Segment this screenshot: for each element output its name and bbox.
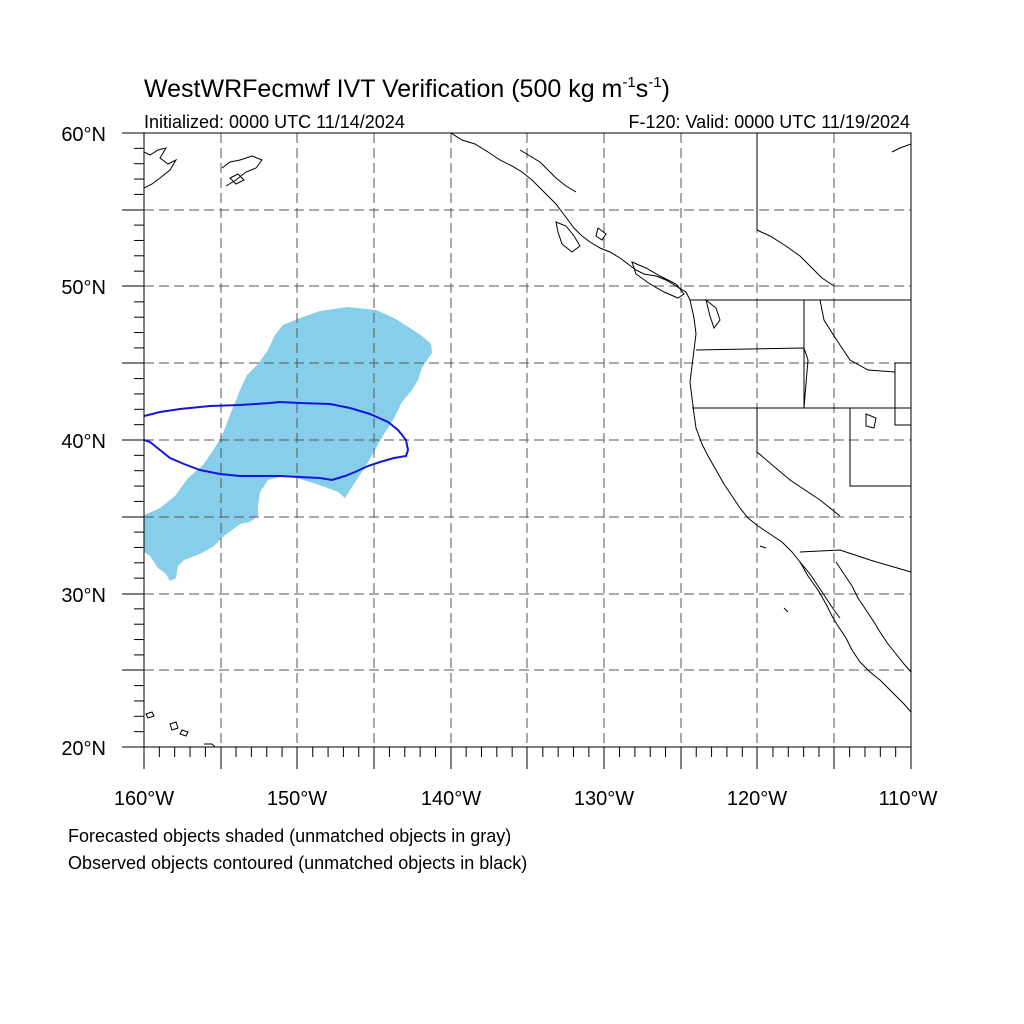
coastlines-and-borders bbox=[144, 133, 911, 747]
lon-label-120w: 120°W bbox=[727, 788, 787, 810]
axis-minor-ticks bbox=[134, 147, 897, 757]
lon-label-160w: 160°W bbox=[114, 788, 174, 810]
forecast-ivt-object bbox=[144, 307, 432, 581]
lat-label-60n: 60°N bbox=[61, 124, 106, 146]
valid-subtitle: F-120: Valid: 0000 UTC 11/19/2024 bbox=[628, 112, 910, 132]
lat-label-30n: 30°N bbox=[61, 585, 106, 607]
observed-ivt-contour bbox=[144, 400, 410, 482]
map-plot-area bbox=[144, 133, 911, 747]
lon-label-140w: 140°W bbox=[421, 788, 481, 810]
lat-label-20n: 20°N bbox=[61, 738, 106, 760]
lon-label-130w: 130°W bbox=[574, 788, 634, 810]
caption-forecast: Forecasted objects shaded (unmatched obj… bbox=[68, 826, 511, 846]
lon-label-150w: 150°W bbox=[267, 788, 327, 810]
longitude-labels: 160°W 150°W 140°W 130°W 120°W 110°W bbox=[114, 788, 938, 810]
graticule-grid bbox=[144, 133, 911, 747]
lon-label-110w: 110°W bbox=[879, 788, 938, 810]
figure-title: WestWRFecmwf IVT Verification (500 kg m-… bbox=[144, 74, 670, 103]
latitude-labels: 60°N 50°N 40°N 30°N 20°N bbox=[61, 124, 106, 760]
caption-observed: Observed objects contoured (unmatched ob… bbox=[68, 853, 527, 873]
axis-ticks bbox=[122, 132, 912, 769]
lat-label-40n: 40°N bbox=[61, 431, 106, 453]
initialized-subtitle: Initialized: 0000 UTC 11/14/2024 bbox=[144, 112, 405, 132]
lat-label-50n: 50°N bbox=[61, 277, 106, 299]
